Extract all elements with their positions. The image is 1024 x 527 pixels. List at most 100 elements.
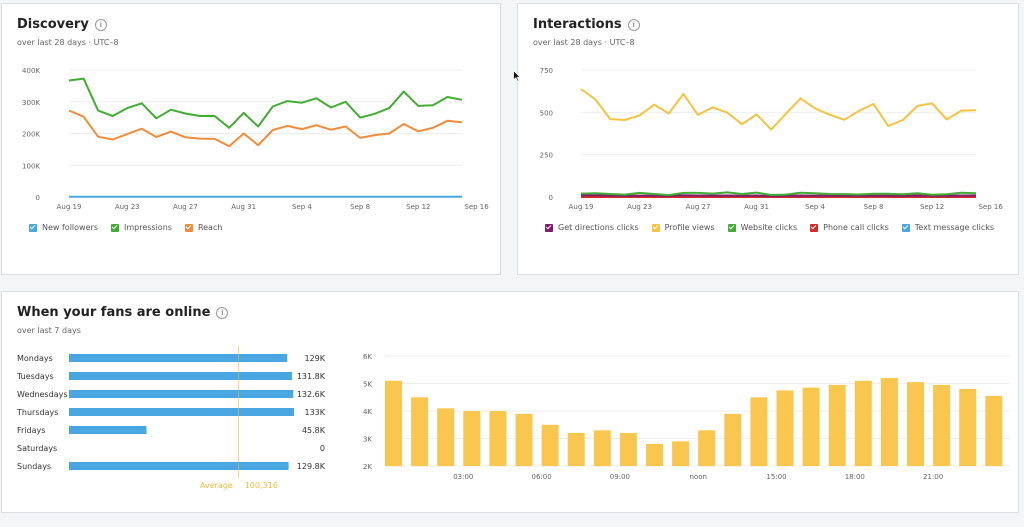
hour-bar <box>489 411 507 466</box>
discovery-subtitle: over last 28 days · UTC–8 <box>17 38 119 47</box>
legend-item[interactable]: Phone call clicks <box>810 223 889 232</box>
hour-bar <box>515 413 533 467</box>
checkbox-icon[interactable] <box>810 223 819 232</box>
hour-bar <box>593 430 611 467</box>
average-value: 100,316 <box>245 481 278 490</box>
fans-title: When your fans are online i <box>17 305 229 320</box>
y-tick-label: 5K <box>363 381 372 389</box>
day-value-label: 129K <box>304 354 325 363</box>
series-line-profile-views <box>580 88 977 131</box>
day-bar <box>69 354 288 362</box>
x-tick-label: Sep 12 <box>920 203 944 211</box>
hour-bar <box>541 424 559 467</box>
x-tick-label: Sep 16 <box>978 203 1003 211</box>
checkbox-icon[interactable] <box>184 223 193 232</box>
checkbox-icon[interactable] <box>727 223 736 232</box>
days-bar-chart: Mondays 129K Tuesdays 131.8K Wednesdays 132.6… <box>16 346 326 490</box>
x-tick-label: Aug 23 <box>627 203 652 211</box>
checkbox-icon[interactable] <box>29 223 37 232</box>
legend-item[interactable]: Website clicks <box>727 223 798 232</box>
legend-item[interactable]: Impressions <box>110 223 172 232</box>
hour-bar <box>828 384 846 466</box>
x-tick-label: Aug 31 <box>231 203 256 211</box>
hour-bar <box>463 411 481 466</box>
interactions-title-text: Interactions <box>533 17 622 32</box>
x-tick-label: Aug 23 <box>115 203 140 211</box>
checkbox-icon[interactable] <box>651 223 660 232</box>
x-tick-label: Sep 16 <box>464 203 489 211</box>
info-icon[interactable]: i <box>627 18 640 31</box>
day-bar <box>69 390 294 398</box>
y-tick-label: 300K <box>22 99 40 107</box>
legend-label: Profile views <box>664 223 715 232</box>
day-value-label: 45.8K <box>302 426 326 435</box>
checkbox-icon[interactable] <box>901 223 910 232</box>
hour-bar <box>854 380 872 467</box>
day-label: Mondays <box>17 354 53 363</box>
day-value-label: 129.8K <box>297 462 326 471</box>
y-tick-label: 500 <box>540 109 553 117</box>
discovery-title-text: Discovery <box>17 17 89 32</box>
fans-title-text: When your fans are online <box>17 305 211 320</box>
y-tick-label: 100K <box>22 162 40 170</box>
hour-bar <box>880 378 898 466</box>
x-tick-label: Aug 27 <box>686 203 711 211</box>
series-line-website-clicks <box>580 191 977 197</box>
hour-bar <box>985 395 1003 466</box>
y-tick-label: 6K <box>363 353 372 361</box>
x-tick-label: 15:00 <box>766 473 786 481</box>
series-line-impressions <box>68 77 463 129</box>
info-icon[interactable]: i <box>94 18 107 31</box>
day-value-label: 132.6K <box>297 390 326 399</box>
legend-item[interactable]: Get directions clicks <box>545 223 639 232</box>
legend-item[interactable]: New followers <box>29 223 98 232</box>
day-bar <box>69 408 294 416</box>
fans-online-card: When your fans are online i over last 7 … <box>1 291 1019 513</box>
legend-item[interactable]: Reach <box>184 223 222 232</box>
hour-bar <box>385 380 402 467</box>
interactions-legend: Get directions clicks Profile views Websit… <box>545 223 1007 232</box>
checkbox-icon[interactable] <box>545 223 553 232</box>
info-icon[interactable]: i <box>216 306 229 319</box>
legend-label: Get directions clicks <box>558 223 639 232</box>
hour-bar <box>411 397 429 467</box>
legend-label: Impressions <box>123 223 172 232</box>
hour-bar <box>672 441 690 467</box>
x-tick-label: Sep 8 <box>350 203 370 211</box>
day-label: Tuesdays <box>16 372 54 381</box>
series-line-reach <box>68 109 463 148</box>
legend-label: New followers <box>42 223 98 232</box>
day-label: Sundays <box>17 462 51 471</box>
y-tick-label: 400K <box>22 67 40 75</box>
day-label: Thursdays <box>16 408 58 417</box>
y-tick-label: 4K <box>363 408 372 416</box>
legend-item[interactable]: Profile views <box>651 223 715 232</box>
hour-bar <box>646 444 663 466</box>
x-tick-label: 09:00 <box>610 473 630 481</box>
x-tick-label: Aug 31 <box>744 203 769 211</box>
x-tick-label: Sep 12 <box>406 203 430 211</box>
checkbox-icon[interactable] <box>110 223 119 232</box>
x-tick-label: Aug 19 <box>57 203 82 211</box>
legend-label: Website clicks <box>740 223 798 232</box>
day-bar <box>69 426 147 434</box>
interactions-card: Interactions i over last 28 days · UTC–8… <box>517 3 1019 275</box>
discovery-legend: New followers Impressions Reach <box>29 223 235 232</box>
hour-bar <box>750 397 768 467</box>
hour-bar <box>437 408 455 467</box>
day-bar <box>69 372 292 380</box>
x-tick-label: Sep 4 <box>292 203 312 211</box>
y-tick-label: 3K <box>363 436 372 444</box>
day-value-label: 0 <box>320 444 325 453</box>
discovery-card: Discovery i over last 28 days · UTC–8 40… <box>1 3 501 275</box>
interactions-title: Interactions i <box>533 17 640 32</box>
x-tick-label: Aug 19 <box>569 203 594 211</box>
day-value-label: 133K <box>304 408 325 417</box>
day-bar <box>69 462 289 470</box>
y-tick-label: 2K <box>363 463 372 471</box>
legend-item[interactable]: Text message clicks <box>901 223 994 232</box>
hour-bar <box>802 387 820 466</box>
interactions-subtitle: over last 28 days · UTC–8 <box>533 38 635 47</box>
fans-subtitle: over last 7 days <box>17 326 81 335</box>
day-label: Wednesdays <box>17 390 67 399</box>
